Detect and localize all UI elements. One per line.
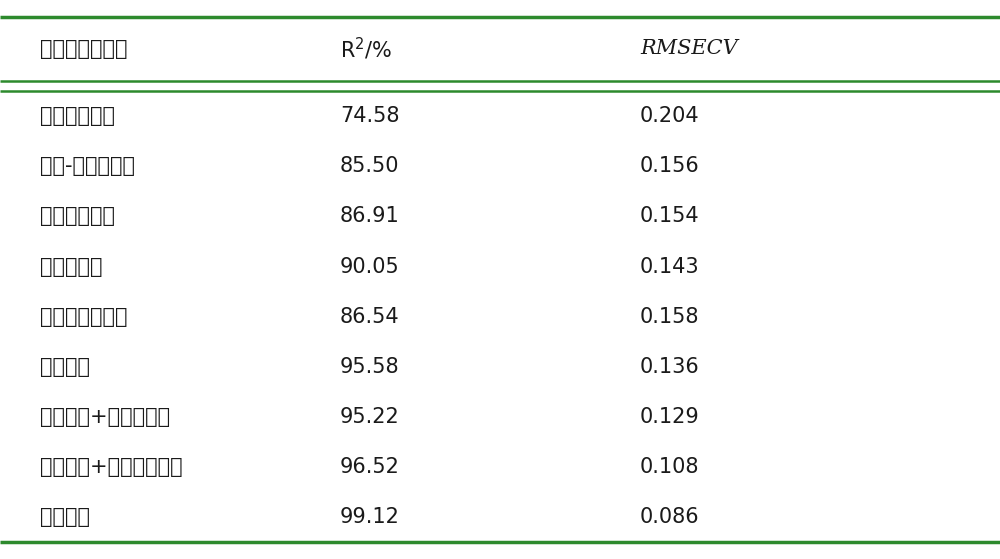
Text: 0.154: 0.154 (640, 206, 700, 226)
Text: 95.58: 95.58 (340, 357, 400, 377)
Text: 最小-最大归一化: 最小-最大归一化 (40, 157, 135, 176)
Text: 光谱预处理方式: 光谱预处理方式 (40, 39, 128, 59)
Text: 0.129: 0.129 (640, 407, 700, 427)
Text: 74.58: 74.58 (340, 106, 400, 126)
Text: 95.22: 95.22 (340, 407, 400, 427)
Text: 矢量归一化: 矢量归一化 (40, 257, 103, 277)
Text: 无光谱预处理: 无光谱预处理 (40, 106, 115, 126)
Text: 0.156: 0.156 (640, 157, 700, 176)
Text: 86.91: 86.91 (340, 206, 400, 226)
Text: 99.12: 99.12 (340, 507, 400, 527)
Text: 0.143: 0.143 (640, 257, 700, 277)
Text: 90.05: 90.05 (340, 257, 400, 277)
Text: 一阶导数+矢量归一化: 一阶导数+矢量归一化 (40, 407, 170, 427)
Text: 一阶导数+多元散射校正: 一阶导数+多元散射校正 (40, 457, 183, 477)
Text: 0.158: 0.158 (640, 307, 700, 326)
Text: 消除常量偏移量: 消除常量偏移量 (40, 307, 128, 326)
Text: R$^2$/%: R$^2$/% (340, 36, 392, 62)
Text: 多元散射校正: 多元散射校正 (40, 206, 115, 226)
Text: 86.54: 86.54 (340, 307, 400, 326)
Text: 0.136: 0.136 (640, 357, 700, 377)
Text: RMSECV: RMSECV (640, 40, 738, 58)
Text: 96.52: 96.52 (340, 457, 400, 477)
Text: 一阶导数: 一阶导数 (40, 357, 90, 377)
Text: 0.204: 0.204 (640, 106, 700, 126)
Text: 0.086: 0.086 (640, 507, 700, 527)
Text: 二阶导数: 二阶导数 (40, 507, 90, 527)
Text: 0.108: 0.108 (640, 457, 700, 477)
Text: 85.50: 85.50 (340, 157, 400, 176)
